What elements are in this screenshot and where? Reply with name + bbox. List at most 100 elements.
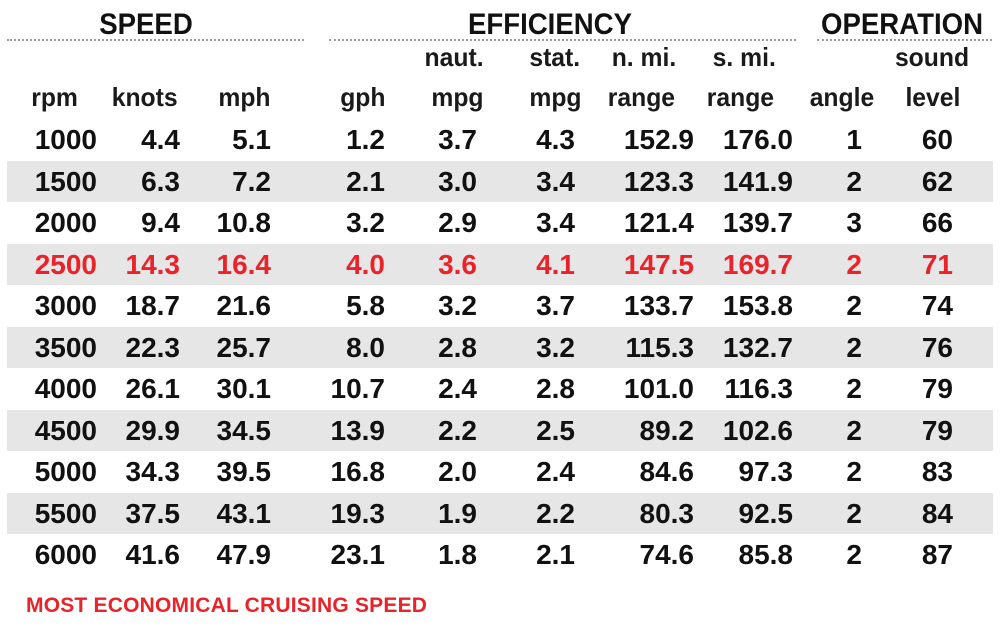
header-rpm: rpm	[31, 82, 78, 112]
cell-nmi-range: 121.4	[623, 207, 694, 238]
table-row: 3500 22.3 25.7 8.0 2.8 3.2 115.3 132.7 2…	[7, 326, 993, 368]
cell-angle: 2	[846, 248, 862, 280]
cell-sound: 62	[921, 165, 953, 197]
cell-gph: 4.0	[346, 248, 385, 280]
cell-smi-range: 169.7	[722, 248, 793, 280]
cell-sound: 79	[921, 414, 953, 446]
cell-smi-range: 92.5	[738, 497, 794, 529]
cell-knots: 26.1	[125, 373, 181, 404]
cell-stat-mpg: 3.2	[536, 331, 575, 363]
cell-angle: 2	[846, 165, 862, 197]
table-row: 5500 37.5 43.1 19.3 1.9 2.2 80.3 92.5 2 …	[7, 492, 993, 534]
cell-rpm: 5000	[34, 456, 97, 487]
cell-nmi-range: 133.7	[623, 290, 694, 321]
cell-stat-mpg: 2.4	[536, 456, 575, 487]
cell-naut-mpg: 3.7	[438, 124, 477, 155]
cell-sound: 87	[921, 539, 953, 570]
cell-rpm: 3000	[34, 290, 97, 321]
cell-naut-mpg: 3.6	[438, 248, 477, 280]
cell-naut-mpg: 1.9	[438, 497, 477, 529]
header-sound-top: sound	[894, 42, 970, 72]
cell-knots: 9.4	[141, 207, 180, 238]
group-title-efficiency: EFFICIENCY	[467, 8, 633, 41]
cell-nmi-range: 152.9	[623, 124, 694, 155]
cell-angle: 2	[846, 456, 862, 487]
cell-gph: 19.3	[330, 497, 386, 529]
header-smi-top: s. mi.	[712, 42, 776, 72]
cell-gph: 2.1	[346, 165, 385, 197]
cell-mph: 39.5	[216, 456, 272, 487]
cell-smi-range: 102.6	[722, 414, 793, 446]
cell-smi-range: 176.0	[722, 124, 793, 155]
header-stat-mpg: mpg	[529, 82, 582, 112]
cell-mph: 43.1	[216, 497, 272, 529]
cell-knots: 41.6	[125, 539, 181, 570]
cell-knots: 6.3	[141, 165, 180, 197]
cell-gph: 13.9	[330, 414, 386, 446]
group-rule-efficiency	[329, 39, 796, 41]
cell-knots: 34.3	[125, 456, 181, 487]
cell-nmi-range: 101.0	[623, 373, 694, 404]
cell-smi-range: 85.8	[738, 539, 794, 570]
cell-smi-range: 139.7	[722, 207, 793, 238]
table-row-highlight: 2500 14.3 16.4 4.0 3.6 4.1 147.5 169.7 2…	[7, 243, 993, 285]
cell-stat-mpg: 4.1	[536, 248, 575, 280]
cell-smi-range: 97.3	[738, 456, 794, 487]
cell-mph: 34.5	[216, 414, 272, 446]
table-row: 4000 26.1 30.1 10.7 2.4 2.8 101.0 116.3 …	[7, 368, 993, 410]
cell-sound: 60	[921, 124, 953, 155]
table-row: 2000 9.4 10.8 3.2 2.9 3.4 121.4 139.7 3 …	[7, 202, 993, 244]
cell-naut-mpg: 2.2	[438, 414, 477, 446]
cell-angle: 1	[846, 124, 862, 155]
performance-table: 1000 4.4 5.1 1.2 3.7 4.3 152.9 176.0 1 6…	[7, 119, 993, 576]
table-row: 5000 34.3 39.5 16.8 2.0 2.4 84.6 97.3 2 …	[7, 451, 993, 493]
cell-naut-mpg: 3.0	[438, 165, 477, 197]
cell-mph: 16.4	[216, 248, 272, 280]
cell-gph: 23.1	[330, 539, 386, 570]
cell-knots: 37.5	[125, 497, 181, 529]
table-row: 1500 6.3 7.2 2.1 3.0 3.4 123.3 141.9 2 6…	[7, 160, 993, 202]
cell-stat-mpg: 2.1	[536, 539, 575, 570]
cell-gph: 5.8	[346, 290, 385, 321]
cell-mph: 47.9	[216, 539, 272, 570]
cell-knots: 29.9	[125, 414, 181, 446]
cell-stat-mpg: 3.7	[536, 290, 575, 321]
cell-sound: 84	[921, 497, 953, 529]
cell-sound: 83	[921, 456, 953, 487]
cell-stat-mpg: 2.5	[536, 414, 575, 446]
cell-mph: 7.2	[232, 165, 271, 197]
group-title-operation: OPERATION	[820, 8, 984, 41]
cell-naut-mpg: 2.9	[438, 207, 477, 238]
cell-angle: 3	[846, 207, 862, 238]
cell-naut-mpg: 1.8	[438, 539, 477, 570]
cell-nmi-range: 147.5	[623, 248, 694, 280]
cell-smi-range: 153.8	[722, 290, 793, 321]
cell-mph: 25.7	[216, 331, 272, 363]
cell-rpm: 4000	[34, 373, 97, 404]
cell-stat-mpg: 3.4	[536, 207, 575, 238]
cell-angle: 2	[846, 539, 862, 570]
cell-nmi-range: 80.3	[639, 497, 695, 529]
cell-nmi-range: 84.6	[639, 456, 695, 487]
cell-sound: 76	[921, 331, 953, 363]
header-angle: angle	[809, 82, 875, 112]
cell-rpm: 4500	[34, 414, 97, 446]
header-mph: mph	[218, 82, 271, 112]
cell-rpm: 1500	[34, 165, 97, 197]
cell-gph: 8.0	[346, 331, 385, 363]
cell-nmi-range: 74.6	[639, 539, 695, 570]
cell-smi-range: 116.3	[724, 373, 793, 404]
cell-mph: 10.8	[216, 207, 272, 238]
group-rule-operation	[817, 39, 992, 41]
cell-nmi-range: 123.3	[623, 165, 694, 197]
header-naut-mpg: mpg	[431, 82, 484, 112]
cell-nmi-range: 89.2	[639, 414, 695, 446]
cell-sound: 66	[921, 207, 953, 238]
cell-sound: 74	[921, 290, 953, 321]
cell-stat-mpg: 3.4	[536, 165, 575, 197]
header-smi-range: range	[706, 82, 775, 112]
cell-angle: 2	[846, 331, 862, 363]
table-row: 6000 41.6 47.9 23.1 1.8 2.1 74.6 85.8 2 …	[7, 534, 993, 576]
cell-stat-mpg: 2.8	[536, 373, 575, 404]
header-stat-top: stat.	[529, 42, 581, 72]
